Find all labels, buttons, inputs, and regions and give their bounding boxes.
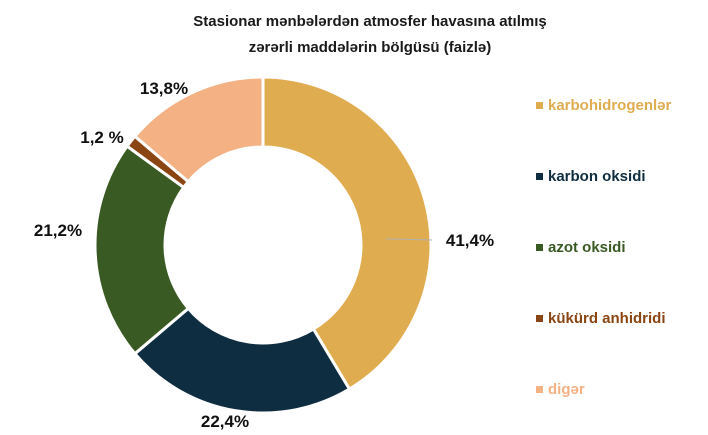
- slice-azot-oksidi: [93, 144, 191, 356]
- chart-title-line-2: zərərli maddələrin bölgüsü (faizlə): [249, 39, 492, 56]
- data-label-azot-oksidi: 21,2%: [34, 221, 82, 240]
- legend-swatch-dig-r: [536, 386, 543, 393]
- slice-karbon-oksidi: [132, 306, 352, 415]
- slice-karbohidrogenl-r: [261, 75, 433, 392]
- legend-label-karbon-oksidi: karbon oksidi: [548, 168, 646, 185]
- leader-line-karbohidrogenl-r: [385, 238, 433, 241]
- chart-title-line-1: Stasionar mənbələrdən atmosfer havasına …: [193, 13, 546, 30]
- pie-slices: [93, 75, 433, 415]
- data-label-karbohidrogenl-r: 41,4%: [446, 231, 494, 250]
- legend-label-dig-r: digər: [548, 381, 585, 398]
- legend-swatch-kukurd-anhidridi: [536, 315, 543, 322]
- data-label-karbon-oksidi: 22,4%: [201, 412, 249, 431]
- data-labels: 41,4% 22,4% 21,2% 1,2 % 13,8%: [34, 79, 494, 431]
- legend-swatch-azot-oksidi: [536, 244, 543, 251]
- leader-lines: [385, 238, 433, 241]
- legend: karbohidrogenlər karbon oksidi azot oksidi…: [536, 97, 672, 398]
- slice-dig-r: [132, 75, 265, 184]
- legend-label-azot-oksidi: azot oksidi: [548, 239, 626, 256]
- legend-label-kukurd-anhidridi: kükürd anhidridi: [548, 310, 666, 327]
- legend-swatch-karbohidrogenl-r: [536, 102, 543, 109]
- legend-swatch-karbon-oksidi: [536, 173, 543, 180]
- data-label-dig-r: 13,8%: [140, 79, 188, 98]
- legend-label-karbohidrogenl-r: karbohidrogenlər: [548, 97, 672, 114]
- data-label-kukurd-anhidridi: 1,2 %: [80, 128, 123, 147]
- chart-title: Stasionar mənbələrdən atmosfer havasına …: [193, 13, 546, 56]
